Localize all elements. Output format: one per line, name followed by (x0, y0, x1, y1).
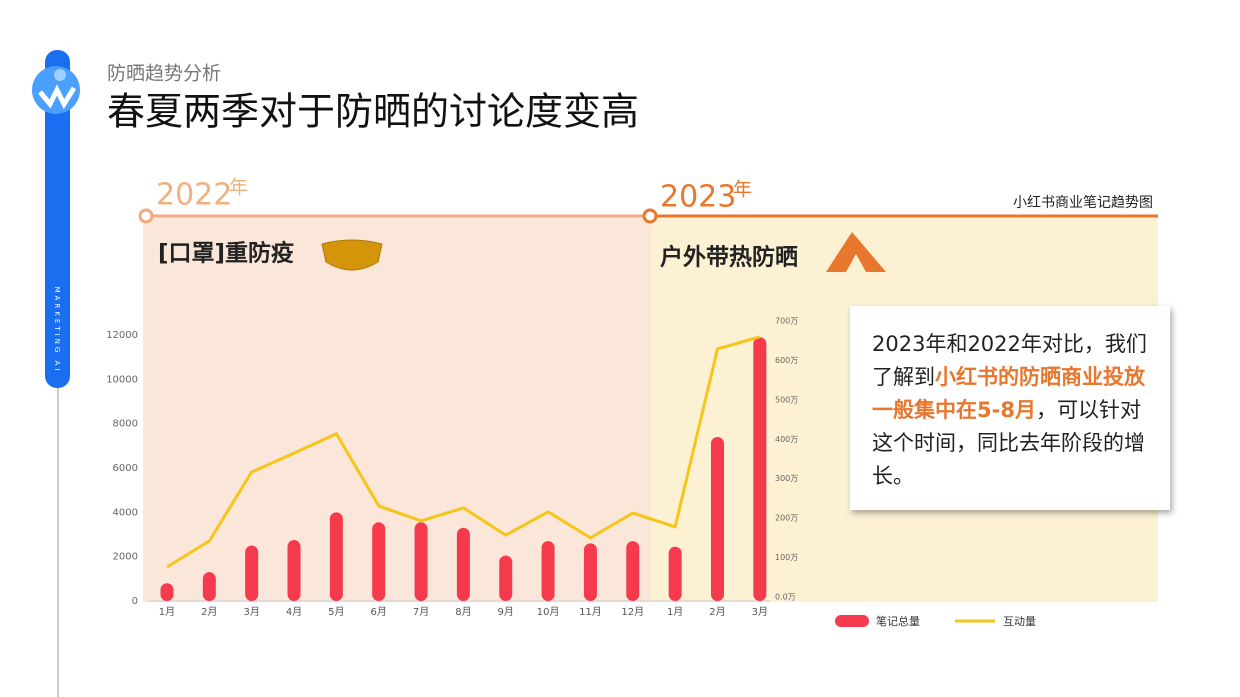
year-suffix: 年 (229, 177, 248, 199)
y2-tick-label: 500万 (775, 395, 798, 404)
title: 春夏两季对于防晒的讨论度变高 (107, 90, 639, 134)
timeline-dot (138, 208, 154, 224)
y-tick-label: 12000 (106, 330, 138, 341)
mask-icon (321, 239, 383, 271)
line (166, 335, 761, 569)
x-tick-label: 6月 (371, 606, 387, 618)
bar (499, 555, 513, 601)
legend-swatch (835, 615, 869, 627)
bar (202, 572, 216, 601)
side-bar (45, 50, 70, 388)
logo-mark (38, 84, 77, 110)
bar (372, 522, 386, 601)
subtitle: 防晒趋势分析 (107, 63, 221, 85)
year: 2023 (660, 180, 736, 215)
period-label: 户外带热防晒 (660, 244, 798, 271)
bar (287, 540, 301, 601)
bar (583, 543, 597, 601)
bar (626, 541, 640, 601)
x-tick-label: 7月 (413, 606, 429, 618)
y2-tick-label: 0.0万 (775, 593, 796, 602)
y2-tick-label: 600万 (775, 356, 798, 365)
logo-dot (54, 69, 66, 81)
x-tick-label: 9月 (498, 606, 514, 618)
y-tick-label: 0 (132, 596, 138, 607)
x-tick-label: 2月 (201, 606, 217, 618)
y2-tick-label: 100万 (775, 553, 798, 562)
y2-tick-label: 200万 (775, 514, 798, 523)
bar (668, 546, 682, 601)
chart-note: 小红书商业笔记趋势图 (1013, 195, 1153, 211)
legend-label: 互动量 (1003, 615, 1036, 628)
bar (245, 545, 259, 601)
bar (414, 522, 428, 601)
x-tick-label: 5月 (328, 606, 344, 618)
y2-tick-label: 300万 (775, 474, 798, 483)
bar (329, 512, 343, 601)
y-tick-label: 2000 (113, 552, 138, 563)
x-tick-label: 10月 (537, 606, 560, 618)
bar (160, 583, 174, 601)
y-tick-label: 8000 (113, 419, 138, 430)
y-tick-label: 6000 (113, 463, 138, 474)
callout: 2023年和2022年对比，我们了解到小红书的防晒商业投放一般集中在5-8月，可… (850, 306, 1170, 510)
bar (456, 527, 470, 601)
bar (541, 541, 555, 601)
x-tick-label: 1月 (667, 606, 683, 618)
x-tick-label: 8月 (455, 606, 471, 618)
x-tick-label: 3月 (243, 606, 259, 618)
tent-icon (826, 232, 886, 272)
x-tick-label: 1月 (159, 606, 175, 618)
side-text: MARKETING AI (53, 287, 61, 374)
x-tick-label: 3月 (752, 606, 768, 618)
legend-label: 笔记总量 (876, 614, 920, 628)
period-bg (143, 216, 651, 602)
year-suffix: 年 (733, 179, 752, 201)
callout-text: ，可以针对这个时间，同比去年阶段的增长。 (872, 398, 1145, 488)
y2-tick-label: 400万 (775, 435, 798, 444)
x-tick-label: 12月 (621, 606, 644, 618)
callout-text: 2023年和2022年对比，我们了解到 (872, 332, 1147, 389)
period-label: [口罩]重防疫 (158, 240, 294, 267)
y2-tick-label: 700万 (775, 317, 798, 326)
y-tick-label: 10000 (106, 374, 138, 385)
y-tick-label: 4000 (113, 507, 138, 518)
bar (710, 436, 724, 601)
year: 2022 (156, 178, 232, 213)
bar (753, 337, 767, 601)
x-tick-label: 2月 (709, 606, 725, 618)
x-tick-label: 11月 (579, 606, 602, 618)
timeline-dot (642, 208, 658, 224)
callout-highlight: 小红书的防晒商业投放一般集中在5-8月 (872, 365, 1145, 422)
x-tick-label: 4月 (286, 606, 302, 618)
